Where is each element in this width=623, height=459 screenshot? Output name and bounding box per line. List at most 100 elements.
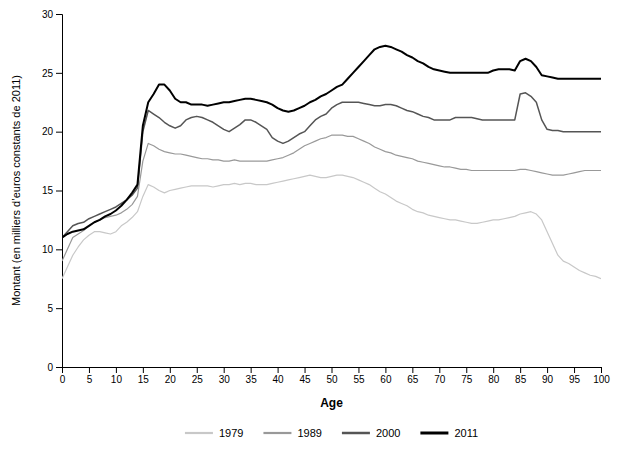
y-tick: 25: [42, 68, 62, 79]
y-tick-label: 20: [42, 126, 54, 137]
x-tick: 75: [461, 367, 473, 385]
y-axis-title: Montant (en milliers d’euros constants d…: [10, 75, 22, 306]
legend-swatch: [342, 432, 370, 435]
x-tick-mark: [224, 367, 225, 373]
legend-item: 1979: [185, 427, 243, 439]
y-tick: 15: [42, 185, 62, 196]
legend-item: 2000: [342, 427, 400, 439]
x-tick-mark: [305, 367, 306, 373]
x-tick-label: 50: [326, 374, 338, 385]
x-tick: 0: [60, 367, 66, 385]
y-tick-mark: [56, 308, 62, 309]
x-tick-label: 0: [60, 374, 66, 385]
x-tick-mark: [493, 367, 494, 373]
x-tick-mark: [439, 367, 440, 373]
legend-label: 1989: [297, 427, 321, 439]
y-tick: 20: [42, 126, 62, 137]
plot: 0510152025303540455055606570758085909510…: [10, 9, 610, 439]
x-tick-mark: [601, 367, 602, 373]
x-tick: 90: [542, 367, 554, 385]
x-tick-mark: [89, 367, 90, 373]
y-tick-label: 25: [42, 68, 54, 79]
legend: 1979 1989 2000 2011: [185, 427, 478, 439]
y-tick-label: 10: [42, 244, 54, 255]
legend-swatch: [185, 432, 213, 434]
x-tick: 45: [299, 367, 311, 385]
x-tick-mark: [358, 367, 359, 373]
x-tick-label: 75: [461, 374, 473, 385]
x-tick-label: 10: [111, 374, 123, 385]
x-tick-label: 100: [593, 374, 610, 385]
legend-item: 1989: [263, 427, 321, 439]
x-tick-label: 65: [407, 374, 419, 385]
x-tick-mark: [412, 367, 413, 373]
y-tick-mark: [56, 73, 62, 74]
y-axis: 0 5 10 15 20 25 30: [42, 9, 63, 373]
x-tick-mark: [197, 367, 198, 373]
x-axis-line: [63, 368, 602, 374]
x-tick-label: 90: [542, 374, 554, 385]
y-tick-mark: [56, 191, 62, 192]
x-tick-label: 5: [87, 374, 93, 385]
x-tick-label: 15: [138, 374, 150, 385]
x-tick: 80: [488, 367, 500, 385]
chart: 0510152025303540455055606570758085909510…: [0, 0, 623, 459]
y-tick-label: 5: [47, 303, 53, 314]
x-tick: 55: [353, 367, 365, 385]
series-line: [62, 93, 601, 238]
x-tick: 15: [138, 367, 150, 385]
x-tick-mark: [116, 367, 117, 373]
x-tick-mark: [278, 367, 279, 373]
x-tick: 60: [380, 367, 392, 385]
x-tick-label: 20: [165, 374, 177, 385]
x-tick-label: 55: [353, 374, 365, 385]
x-tick-label: 95: [569, 374, 581, 385]
x-tick: 10: [111, 367, 123, 385]
y-tick-mark: [56, 249, 62, 250]
x-tick: 85: [515, 367, 527, 385]
x-tick-label: 45: [299, 374, 311, 385]
y-tick: 0: [47, 362, 62, 373]
x-tick-label: 30: [219, 374, 231, 385]
x-tick-mark: [332, 367, 333, 373]
x-tick-label: 40: [273, 374, 285, 385]
x-tick: 70: [434, 367, 446, 385]
y-tick: 30: [42, 9, 62, 20]
x-tick-label: 60: [380, 374, 392, 385]
x-tick: 5: [87, 367, 93, 385]
x-axis-title: Age: [320, 396, 343, 410]
x-tick-mark: [466, 367, 467, 373]
y-tick: 5: [47, 303, 62, 314]
x-tick-label: 80: [488, 374, 500, 385]
x-tick-mark: [143, 367, 144, 373]
y-tick: 10: [42, 244, 62, 255]
y-tick-mark: [56, 132, 62, 133]
x-tick: 100: [593, 367, 610, 385]
lines: [62, 46, 601, 279]
y-tick-mark: [56, 14, 62, 15]
legend-swatch: [263, 432, 291, 434]
x-axis: 0510152025303540455055606570758085909510…: [60, 367, 611, 385]
x-tick: 20: [165, 367, 177, 385]
x-tick: 50: [326, 367, 338, 385]
legend-label: 1979: [219, 427, 243, 439]
x-tick-mark: [251, 367, 252, 373]
y-tick-label: 0: [47, 362, 53, 373]
y-tick-label: 30: [42, 9, 54, 20]
x-tick: 95: [569, 367, 581, 385]
legend-swatch: [420, 432, 448, 435]
y-axis-line: [56, 15, 63, 368]
series-line: [62, 135, 601, 261]
x-tick: 25: [192, 367, 204, 385]
y-tick-mark: [56, 367, 62, 368]
x-tick: 30: [219, 367, 231, 385]
y-tick-label: 15: [42, 185, 54, 196]
x-tick-mark: [385, 367, 386, 373]
x-tick-label: 25: [192, 374, 204, 385]
legend-label: 2011: [454, 427, 478, 439]
x-tick-mark: [170, 367, 171, 373]
x-tick-label: 85: [515, 374, 527, 385]
x-tick-mark: [574, 367, 575, 373]
legend-item: 2011: [420, 427, 478, 439]
legend-label: 2000: [376, 427, 400, 439]
